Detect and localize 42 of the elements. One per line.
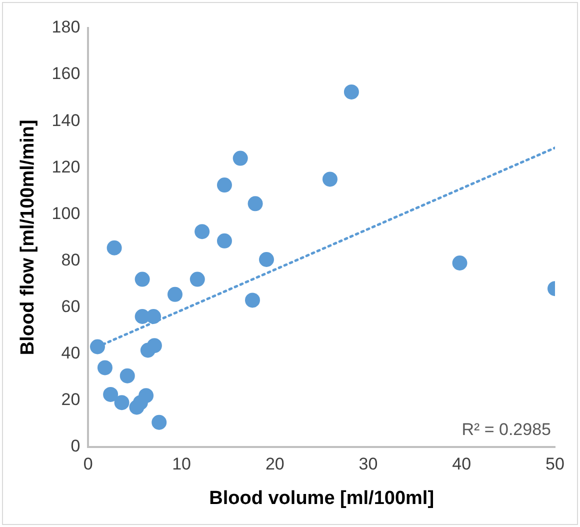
x-tick-label: 40 [452, 454, 472, 474]
point [344, 84, 359, 100]
x-tick-label: 10 [172, 454, 191, 474]
y-tick-label: 160 [52, 64, 80, 84]
point [90, 339, 105, 354]
point [232, 150, 248, 166]
point [146, 338, 162, 354]
point [114, 395, 130, 410]
point [452, 255, 468, 270]
point [106, 240, 122, 256]
y-tick-label: 100 [52, 204, 80, 223]
y-tick-label: 140 [52, 110, 80, 130]
y-tick-label: 40 [61, 343, 80, 362]
point [194, 224, 210, 240]
point [216, 233, 232, 248]
y-tick-label: 120 [52, 157, 80, 176]
point [258, 252, 274, 268]
x-tick-label: 20 [265, 454, 284, 474]
point [120, 368, 135, 384]
point [97, 360, 112, 376]
point [146, 309, 162, 324]
point [103, 386, 118, 402]
x-axis-title: Blood volume [ml/100ml] [209, 488, 434, 509]
x-tick-label: 30 [358, 454, 378, 474]
point [244, 292, 260, 308]
point [167, 286, 182, 302]
point [322, 172, 338, 187]
point [216, 178, 232, 193]
annotation: R² = 0.2985 [462, 420, 551, 439]
point [248, 196, 263, 212]
point [134, 272, 150, 287]
y-tick-label: 180 [52, 18, 80, 37]
y-tick-label: 60 [61, 296, 80, 316]
x-tick-label: 0 [83, 454, 93, 474]
y-tick-label: 0 [70, 436, 80, 456]
x-tick-label: 50 [546, 454, 564, 474]
y-axis-title: Blood flow [ml/100ml/min] [18, 120, 39, 356]
point [138, 388, 154, 404]
point [152, 414, 167, 430]
point [190, 272, 205, 287]
y-tick-label: 20 [61, 390, 80, 409]
y-tick-label: 80 [61, 250, 80, 270]
